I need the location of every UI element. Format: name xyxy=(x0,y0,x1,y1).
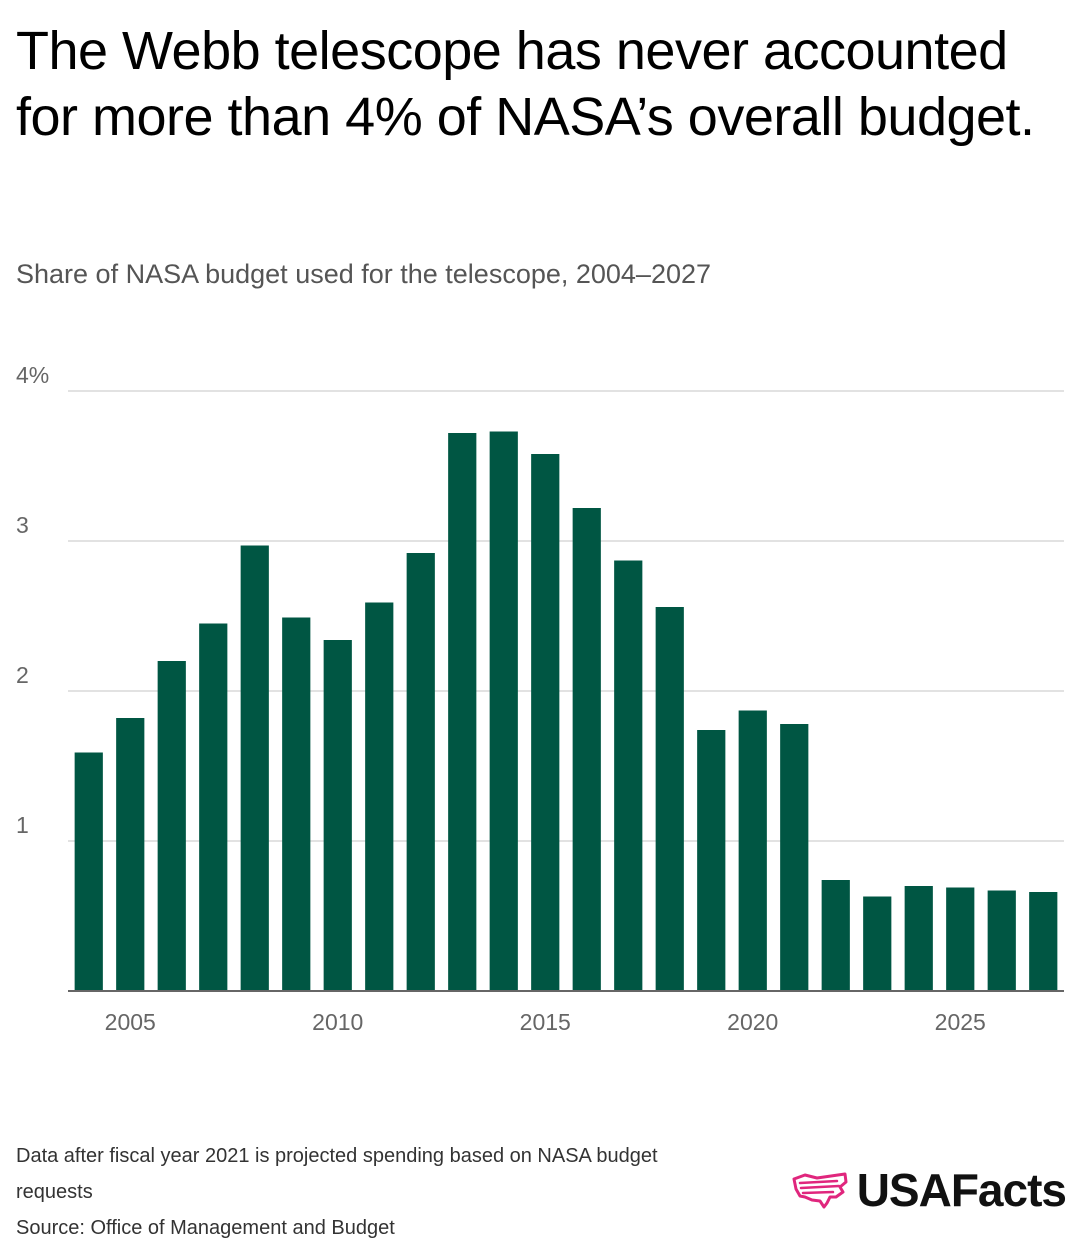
y-tick-label: 4% xyxy=(16,362,49,388)
bar-2006 xyxy=(157,661,186,991)
bar-2018 xyxy=(655,607,684,991)
bars xyxy=(74,431,1058,991)
bar-2022 xyxy=(821,880,850,991)
bar-2017 xyxy=(614,560,643,991)
bar-2021 xyxy=(780,724,809,991)
bar-2024 xyxy=(904,886,933,991)
source-note: Source: Office of Management and Budget xyxy=(16,1217,395,1239)
x-tick-label: 2020 xyxy=(727,1009,778,1035)
bar-2014 xyxy=(489,431,518,991)
footnote: Data after fiscal year 2021 is projected… xyxy=(16,1145,658,1203)
chart-title: The Webb telescope has never accounted f… xyxy=(16,21,1035,147)
gridlines xyxy=(68,390,1064,842)
x-tick-label: 2010 xyxy=(312,1009,363,1035)
bar-2008 xyxy=(240,545,269,991)
bar-2012 xyxy=(406,553,435,991)
bar-2023 xyxy=(863,896,892,991)
bar-2011 xyxy=(365,602,394,991)
bar-2009 xyxy=(282,617,311,991)
us-map-icon xyxy=(792,1172,848,1209)
x-tick-label: 2025 xyxy=(935,1009,986,1035)
bar-2013 xyxy=(448,433,477,991)
footer: Data after fiscal year 2021 is projected… xyxy=(16,1138,736,1246)
bar-2016 xyxy=(572,508,601,991)
bar-2025 xyxy=(946,887,975,991)
usafacts-logo: USAFacts xyxy=(791,1160,1067,1220)
chart-subtitle: Share of NASA budget used for the telesc… xyxy=(16,259,712,289)
bar-2010 xyxy=(323,640,352,991)
y-tick-label: 3 xyxy=(16,512,29,538)
y-tick-label: 1 xyxy=(16,812,29,838)
x-tick-label: 2015 xyxy=(520,1009,571,1035)
bar-2005 xyxy=(116,718,145,991)
y-tick-label: 2 xyxy=(16,662,29,688)
bar-2027 xyxy=(1029,892,1058,991)
x-axis-labels: 2005 2010 2015 2020 2025 xyxy=(105,1009,986,1035)
x-tick-label: 2005 xyxy=(105,1009,156,1035)
logo-text: USAFacts xyxy=(856,1164,1067,1216)
bar-2004 xyxy=(74,752,103,991)
bar-2026 xyxy=(987,890,1016,991)
bar-2019 xyxy=(697,730,726,991)
y-axis-labels: 1 2 3 4% xyxy=(16,362,49,838)
bar-chart: 1 2 3 4% 2005 2010 2015 2020 2025 xyxy=(16,362,1064,1035)
bar-2015 xyxy=(531,454,560,991)
bar-2007 xyxy=(199,623,228,991)
bar-2020 xyxy=(738,710,767,991)
